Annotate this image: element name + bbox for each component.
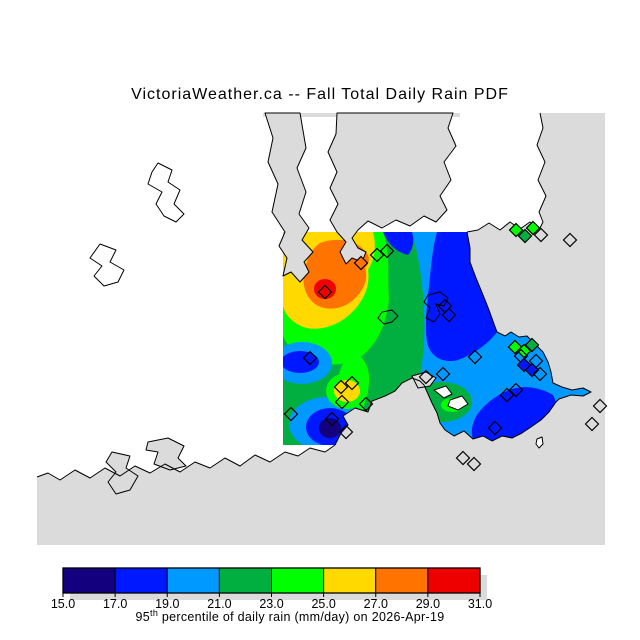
station-diamond [528,353,544,369]
colorbar-tick-label: 15.0 [51,597,75,611]
station-diamond [344,375,360,391]
land-bit-1 [433,385,453,399]
figure-title: VictoriaWeather.ca -- Fall Total Daily R… [131,86,509,103]
station-diamond [455,450,471,466]
station-diamond [499,387,515,403]
station-diamond [524,337,540,353]
colorbar-segment [218,567,272,594]
island-outline-small [377,309,399,325]
station-diamond [525,220,541,236]
coastline-northeast [466,112,547,233]
station-diamond [441,307,457,323]
lake-outline-1 [147,162,185,223]
contour-29-31-max [314,279,336,299]
caption-rest: percentile of daily rain (mm/day) on 202… [158,610,444,624]
station-diamond [418,369,434,385]
colorbar-segment [166,567,220,594]
colorbar-segment [271,567,325,594]
station-diamond [317,284,333,300]
land-bit-2 [447,395,469,411]
colorbar-caption: 95th percentile of daily rain (mm/day) o… [136,608,445,624]
station-diamond [592,398,608,414]
station-diamond [435,366,451,382]
station-diamond [517,228,533,244]
station-diamond [358,396,374,412]
contour-17-19-victoria [471,387,556,441]
colorbar-tick-label: 25.0 [311,597,335,611]
station-diamond [467,349,483,365]
colorbar-segment [114,567,168,594]
colorbar-tick-label: 19.0 [155,597,179,611]
station-diamond [508,222,524,238]
station-diamond [283,406,299,422]
channel-water [327,112,457,265]
colorbar-tick-label: 21.0 [207,597,231,611]
coastline-field-edge [334,231,592,446]
colorbar-segment [62,567,116,594]
station-diamond [584,416,600,432]
contour-17-19-top-tongue [383,232,414,255]
colorbar-tick-label: 17.0 [103,597,127,611]
colorbar-segment [375,567,429,594]
contour-17-19-sw-blob [283,351,319,373]
station-diamond [302,350,318,366]
station-diamond [466,456,482,472]
station-diamond [532,366,548,382]
caption-prefix: 95 [136,610,151,624]
colorbar-tick-label: 31.0 [468,597,492,611]
station-diamond [516,343,532,359]
contour-15-17-min [319,418,341,438]
station-diamond [562,232,578,248]
station-diamond [508,382,524,398]
lake-outline-2 [89,243,125,287]
lake-grey-2 [145,437,187,471]
islet-small [535,436,544,449]
lake-grey-1 [105,451,139,495]
coastline-strait-north [36,444,336,481]
station-diamond [334,394,350,410]
station-diamond [487,420,503,436]
inlet-water [264,112,314,283]
colorbar-segment [323,567,377,594]
sea-strait [37,113,605,545]
station-diamond [338,424,354,440]
station-diamond [324,411,340,427]
station-markers [283,220,608,472]
station-diamond [533,227,549,243]
colorbar-tick-label: 23.0 [259,597,283,611]
station-diamond [353,255,369,271]
station-diamond [333,379,349,395]
station-diamond [379,243,395,259]
colorbar-legend: 15.0 17.0 19.0 21.0 23.0 25.0 27.0 29.0 31.0 [51,567,492,611]
colorbar-segment [427,567,481,594]
station-diamond [369,247,385,263]
colorbar-tick-label: 29.0 [416,597,440,611]
caption-superscript: th [150,608,158,618]
contour-17-19-main-blob [425,232,497,362]
lake-outline-elk [423,291,449,323]
colorbar-tick-label: 27.0 [364,597,388,611]
